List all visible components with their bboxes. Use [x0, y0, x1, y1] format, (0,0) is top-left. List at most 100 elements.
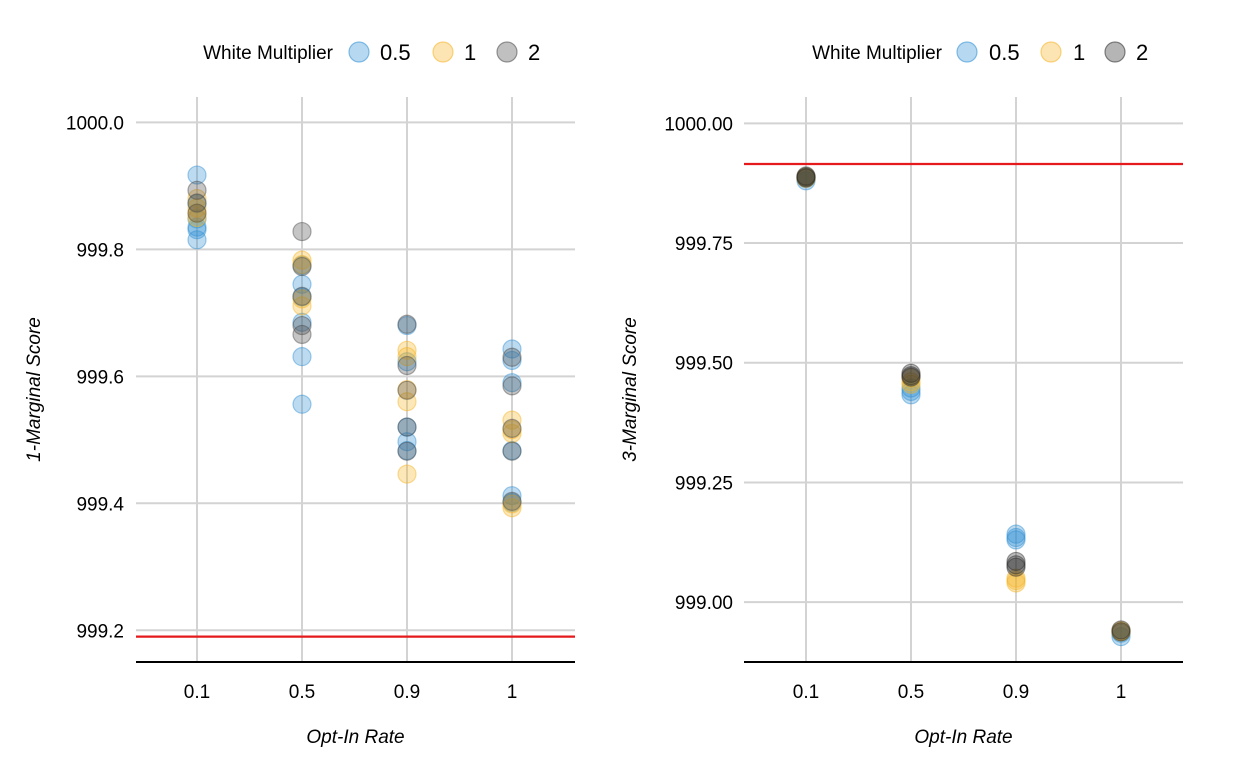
data-point-series-1-6 — [1006, 571, 1026, 591]
data-point-series-2-7 — [1006, 555, 1026, 575]
data-point-series-0.5-5 — [187, 230, 207, 250]
data-point-series-0.5-5 — [1006, 524, 1026, 544]
data-point-series-1-11 — [397, 392, 417, 412]
legend-label-2: 2 — [528, 40, 540, 65]
legend-marker-1 — [432, 41, 454, 63]
data-point-series-1-3 — [901, 368, 921, 388]
data-point-series-2-10 — [397, 380, 417, 400]
data-point-series-2-7 — [292, 324, 312, 345]
legend-label-0.5: 0.5 — [989, 40, 1020, 65]
data-point-series-0.5-6 — [292, 255, 312, 275]
y-axis-title: 1-Marginal Score — [24, 317, 45, 462]
y-tick-label: 999.6 — [76, 367, 124, 388]
legend-title: White Multiplier — [203, 43, 334, 64]
x-tick-label: 0.9 — [1003, 682, 1029, 703]
data-point-series-1-14 — [502, 420, 522, 440]
data-point-series-0.5-21 — [502, 486, 522, 506]
data-point-series-1-5 — [1006, 573, 1026, 593]
data-point-series-2-8 — [397, 314, 417, 334]
legend-label-1: 1 — [1073, 40, 1085, 65]
legend: White Multiplier 0.5 1 2 — [203, 40, 540, 65]
data-points — [796, 166, 1131, 647]
y-tick-label: 999.4 — [76, 494, 124, 515]
data-point-series-0.5-6 — [1006, 527, 1026, 548]
data-point-series-0.5-22 — [502, 493, 522, 513]
data-point-series-1-4 — [901, 374, 921, 394]
data-point-series-2-0 — [796, 167, 816, 187]
x-tick-label: 0.5 — [289, 682, 315, 703]
data-points — [187, 165, 522, 518]
data-point-series-2-5 — [292, 286, 312, 306]
data-point-series-1-6 — [292, 289, 312, 309]
data-point-series-1-5 — [292, 254, 312, 275]
data-point-series-0.5-4 — [187, 220, 207, 240]
data-point-series-2-9 — [1111, 620, 1131, 640]
data-point-series-0.5-0 — [187, 165, 207, 185]
y-tick-label: 1000.00 — [664, 114, 733, 135]
data-point-series-1-13 — [502, 410, 522, 430]
data-point-series-2-16 — [502, 441, 522, 461]
data-point-series-0.5-19 — [502, 373, 522, 393]
data-point-series-2-12 — [397, 441, 417, 461]
data-point-series-2-15 — [502, 418, 522, 438]
data-point-series-0.5-7 — [1006, 530, 1026, 550]
data-point-series-2-6 — [1006, 551, 1026, 572]
legend-marker-0.5 — [348, 41, 370, 63]
data-point-series-0.5-8 — [1111, 627, 1131, 647]
legend: White Multiplier 0.5 1 2 — [812, 40, 1148, 65]
data-point-series-2-2 — [187, 203, 207, 223]
data-point-series-0.5-13 — [397, 352, 417, 372]
data-point-series-2-17 — [502, 491, 522, 511]
data-point-series-0.5-1 — [187, 194, 207, 214]
x-tick-label: 0.1 — [184, 682, 210, 703]
data-point-series-1-15 — [502, 423, 522, 444]
data-point-series-0.5-14 — [397, 417, 417, 437]
x-tick-label: 0.9 — [394, 682, 420, 703]
x-tick-label: 0.5 — [898, 682, 924, 703]
data-point-series-2-5 — [901, 367, 921, 387]
y-tick-label: 999.75 — [675, 234, 733, 255]
data-point-series-0.5-9 — [1111, 623, 1131, 643]
data-point-series-0.5-1 — [796, 168, 816, 188]
data-point-series-1-9 — [397, 347, 417, 367]
data-point-series-0.5-2 — [187, 209, 207, 229]
data-point-series-1-17 — [502, 498, 522, 518]
x-tick-label: 1 — [507, 682, 518, 703]
y-tick-label: 999.00 — [675, 593, 733, 614]
legend-marker-1 — [1040, 41, 1062, 63]
data-point-series-1-3 — [187, 208, 207, 228]
legend-label-2: 2 — [1136, 40, 1148, 65]
data-point-series-0.5-8 — [292, 287, 312, 307]
data-point-series-1-1 — [187, 198, 207, 218]
data-point-series-1-7 — [1006, 568, 1026, 588]
data-point-series-2-3 — [901, 363, 921, 383]
legend-marker-2 — [1104, 41, 1126, 63]
data-point-series-2-3 — [292, 221, 312, 242]
x-tick-label: 1 — [1116, 682, 1127, 703]
data-point-series-0.5-11 — [292, 394, 312, 414]
data-point-series-2-0 — [187, 180, 207, 200]
data-point-series-2-8 — [1006, 557, 1026, 577]
y-tick-label: 1000.0 — [66, 113, 124, 134]
y-tick-label: 999.2 — [76, 621, 124, 642]
data-point-series-2-2 — [796, 168, 816, 188]
data-point-series-0.5-7 — [292, 274, 312, 294]
y-tick-label: 999.25 — [675, 473, 733, 494]
data-point-series-1-2 — [187, 203, 207, 223]
data-point-series-2-14 — [502, 376, 522, 396]
data-point-series-0.5-2 — [901, 385, 921, 405]
data-point-series-0.5-9 — [292, 312, 312, 332]
chart-panel-right: 1000.00 999.75 999.50 999.25 999.00 0.1 0.5 0.9… — [620, 40, 1183, 748]
data-point-series-1-1 — [796, 167, 816, 187]
data-point-series-2-1 — [187, 193, 207, 213]
y-tick-label: 999.8 — [76, 240, 124, 261]
data-point-series-0.5-10 — [292, 347, 312, 367]
y-tick-label: 999.50 — [675, 354, 733, 375]
y-axis-title: 3-Marginal Score — [620, 317, 641, 462]
data-point-series-1-0 — [796, 168, 816, 188]
data-point-series-2-6 — [292, 315, 312, 336]
data-point-series-1-8 — [1111, 622, 1131, 642]
data-point-series-0.5-0 — [796, 171, 816, 191]
data-point-series-2-9 — [397, 355, 417, 376]
